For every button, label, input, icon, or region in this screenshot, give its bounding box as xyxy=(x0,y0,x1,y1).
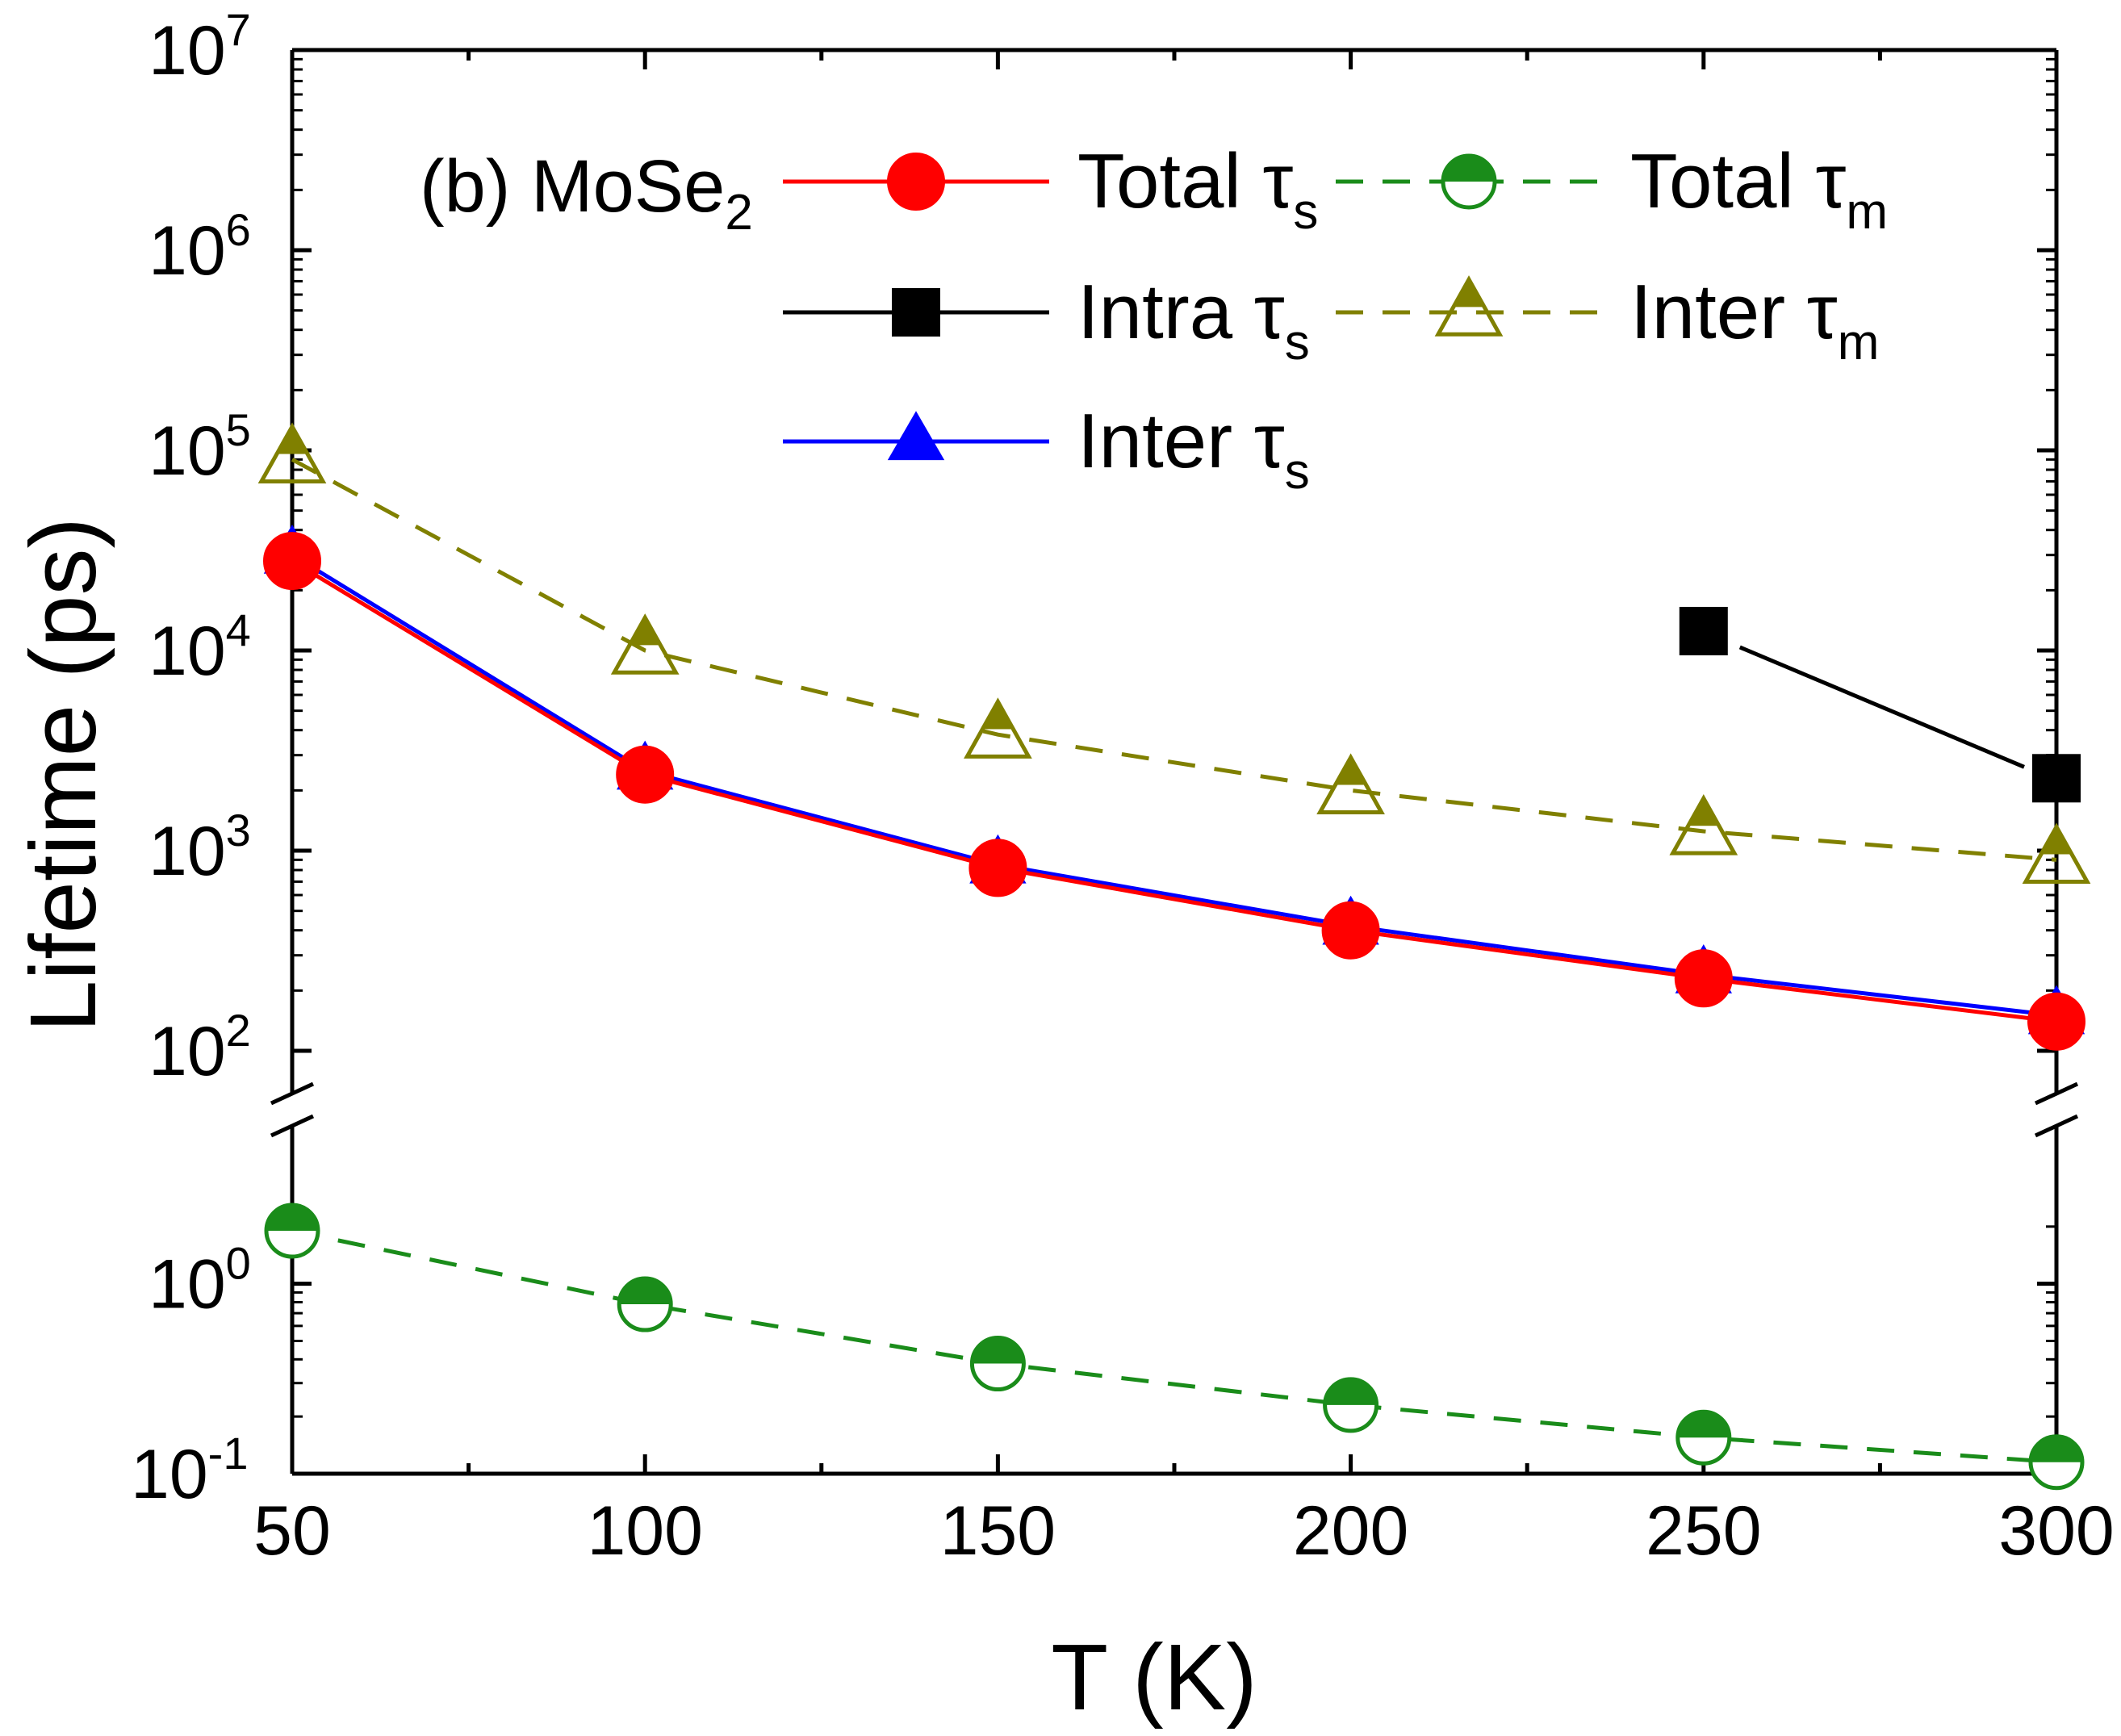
legend-marker-total_tau_m xyxy=(1441,153,1497,210)
legend-label-total_tau_m: Total τm xyxy=(1630,138,1888,240)
marker-triangle-upper-fill xyxy=(2040,826,2073,855)
marker-circle xyxy=(1321,901,1380,960)
right-axis-break-mark xyxy=(2034,1081,2079,1106)
marker-circle-upper xyxy=(1324,1378,1377,1405)
point-total_tau_m xyxy=(264,1203,320,1259)
x-tick-label: 300 xyxy=(1998,1492,2115,1570)
y-tick-label: 105 xyxy=(149,404,251,490)
legend: Total τs Intra τs Inter τs Total τm Inter τm xyxy=(783,138,1888,500)
legend-marker-inter_tau_m xyxy=(1434,275,1504,337)
marker-triangle-upper-fill xyxy=(276,426,308,454)
point-inter_tau_m xyxy=(610,613,680,675)
y-tick-label: 102 xyxy=(149,1005,251,1090)
right-axis-break-mark xyxy=(2034,1114,2079,1138)
left-axis-break-mark xyxy=(270,1114,315,1138)
marker-triangle-upper-fill xyxy=(630,617,661,646)
legend-marker-intra_tau_s xyxy=(892,288,940,337)
marker-circle xyxy=(616,745,675,804)
x-tick-label: 200 xyxy=(1293,1492,1409,1570)
marker-circle-upper xyxy=(266,1205,318,1232)
point-inter_tau_m xyxy=(2022,822,2091,885)
series-intra_tau_s xyxy=(1679,606,2081,803)
point-total_tau_m xyxy=(969,1336,1026,1392)
series-layer xyxy=(257,422,2091,1491)
point-total_tau_s xyxy=(1321,901,1380,960)
series-line-total_tau_s xyxy=(291,558,2057,1024)
marker-triangle-upper-fill xyxy=(982,701,1014,730)
point-total_tau_m xyxy=(1675,1409,1732,1466)
marker-circle-upper xyxy=(619,1278,671,1305)
marker-triangle-upper-fill xyxy=(1688,798,1719,826)
marker-triangle xyxy=(887,411,945,461)
marker-circle xyxy=(263,532,321,591)
legend-marker-inter_tau_s xyxy=(887,411,945,461)
point-inter_tau_m xyxy=(1316,753,1385,815)
x-tick-label: 100 xyxy=(587,1492,703,1570)
x-axis-title: T (K) xyxy=(1051,1625,1257,1730)
legend-entry-inter_tau_s: Inter τs xyxy=(783,398,1310,500)
series-line-total_tau_m xyxy=(291,1228,2057,1465)
y-tick-label: 107 xyxy=(149,4,251,90)
y-tick-label: 106 xyxy=(149,204,251,290)
x-tick-label: 250 xyxy=(1646,1492,1762,1570)
series-line-intra_tau_s xyxy=(1738,645,2025,769)
series-inter_tau_m xyxy=(257,422,2091,885)
marker-circle-upper xyxy=(1677,1412,1730,1438)
legend-entry-total_tau_s: Total τs xyxy=(783,138,1318,240)
point-total_tau_s xyxy=(263,532,321,591)
axes: 50 100 150 200 250 300 102 103 104 105 106 107 10-1 1… xyxy=(131,4,2115,1570)
point-inter_tau_m xyxy=(257,422,327,484)
point-total_tau_s xyxy=(1674,949,1733,1008)
marker-square xyxy=(892,288,940,337)
y-tick-label: 103 xyxy=(149,805,251,890)
marker-square xyxy=(1679,606,1728,655)
marker-triangle-upper-fill xyxy=(1335,757,1366,785)
y-tick-label: 10-1 xyxy=(131,1428,248,1513)
marker-circle-upper xyxy=(972,1337,1024,1364)
point-total_tau_m xyxy=(1323,1377,1379,1433)
marker-circle xyxy=(1674,949,1733,1008)
series-line-inter_tau_m xyxy=(291,458,2057,862)
legend-label-total_tau_s: Total τs xyxy=(1077,138,1318,240)
point-total_tau_m xyxy=(617,1276,673,1332)
legend-label-inter_tau_m: Inter τm xyxy=(1630,269,1879,370)
series-inter_tau_s xyxy=(263,524,2085,1035)
series-line-inter_tau_s xyxy=(291,553,2057,1018)
marker-circle xyxy=(887,153,945,211)
left-axis-break-mark xyxy=(270,1081,315,1106)
point-intra_tau_s xyxy=(2032,754,2081,803)
y-tick-label: 100 xyxy=(149,1238,251,1324)
point-inter_tau_m xyxy=(964,697,1032,759)
legend-marker-total_tau_s xyxy=(887,153,945,211)
point-intra_tau_s xyxy=(1679,606,1728,655)
legend-label-inter_tau_s: Inter τs xyxy=(1077,398,1310,500)
legend-entry-total_tau_m: Total τm xyxy=(1336,138,1888,240)
y-axis-title: Lifetime (ps) xyxy=(10,517,115,1032)
legend-entry-intra_tau_s: Intra τs xyxy=(783,269,1310,370)
legend-entry-inter_tau_m: Inter τm xyxy=(1336,269,1879,370)
marker-circle xyxy=(2027,992,2085,1051)
point-inter_tau_m xyxy=(1669,794,1738,855)
panel-label: (b) MoSe2 xyxy=(420,145,753,241)
marker-circle-upper xyxy=(1443,156,1495,182)
marker-circle xyxy=(968,839,1027,897)
y-tick-label: 104 xyxy=(149,604,251,690)
x-tick-label: 50 xyxy=(253,1492,331,1570)
point-total_tau_m xyxy=(2028,1434,2085,1491)
point-total_tau_s xyxy=(2027,992,2085,1051)
series-total_tau_s xyxy=(263,532,2085,1051)
point-total_tau_s xyxy=(968,839,1027,897)
point-total_tau_s xyxy=(616,745,675,804)
marker-square xyxy=(2032,754,2081,803)
marker-circle-upper xyxy=(2031,1436,2082,1462)
legend-label-intra_tau_s: Intra τs xyxy=(1077,269,1310,370)
x-tick-label: 150 xyxy=(940,1492,1056,1570)
series-total_tau_m xyxy=(264,1203,2085,1491)
marker-triangle-upper-fill xyxy=(1453,279,1485,307)
